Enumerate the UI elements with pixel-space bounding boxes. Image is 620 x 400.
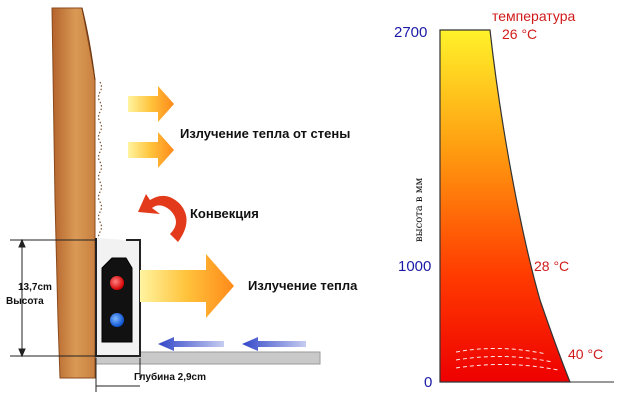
depth-label: Глубина 2,9cm: [134, 372, 207, 383]
wall-arrow-upper: [128, 86, 174, 122]
hot-pipe: [110, 276, 124, 290]
chart-y-axis-label: высота в мм: [414, 177, 425, 242]
chart-title: температура: [492, 8, 576, 24]
wall-inner-line: [81, 7, 96, 81]
heat-radiation-label: Излучение тепла: [248, 278, 358, 293]
height-word-label: Высота: [6, 296, 44, 307]
convection-label: Конвекция: [190, 206, 259, 221]
wall-arrow-lower: [128, 132, 174, 168]
cold-air-arrow-left: [158, 337, 224, 351]
temperature-profile-area: [439, 29, 571, 383]
cold-pipe: [110, 313, 124, 327]
y-tick-2700: 2700: [394, 24, 428, 41]
y-tick-0: 0: [424, 374, 433, 391]
depth-dimension: [95, 358, 141, 392]
temperature-chart: [439, 29, 614, 383]
height-dimension: [10, 238, 96, 358]
wall-radiation-label: Излучение тепла от стены: [180, 126, 351, 141]
heat-arrow: [140, 254, 234, 318]
floor-heat-dashes: [455, 347, 559, 371]
wall: [51, 7, 96, 379]
cold-air-arrow-right: [242, 337, 306, 351]
temp-annotation-top: 26 °C: [502, 26, 538, 42]
wall-radiation-dots: [97, 81, 103, 243]
convection-arrow: [138, 194, 187, 242]
height-value-label: 13,7cm: [18, 282, 52, 293]
y-tick-1000: 1000: [398, 258, 432, 275]
temp-annotation-middle: 28 °C: [534, 258, 570, 274]
heater-core: [101, 257, 133, 343]
temp-annotation-bottom: 40 °C: [568, 346, 604, 362]
